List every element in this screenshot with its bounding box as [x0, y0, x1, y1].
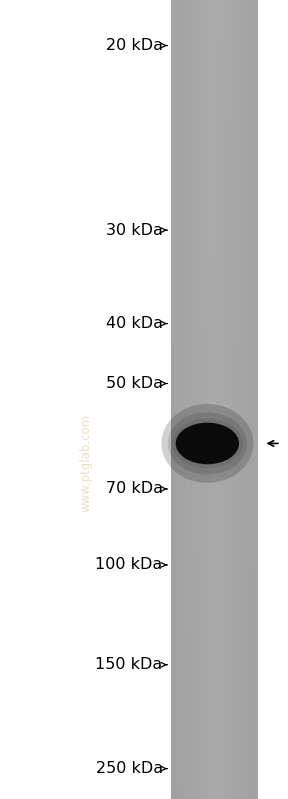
Text: 50 kDa: 50 kDa	[106, 376, 163, 391]
Ellipse shape	[168, 412, 247, 475]
Text: 70 kDa: 70 kDa	[106, 482, 163, 496]
Text: 100 kDa: 100 kDa	[95, 558, 163, 572]
Ellipse shape	[176, 423, 239, 464]
Text: 250 kDa: 250 kDa	[96, 761, 163, 776]
Text: 150 kDa: 150 kDa	[95, 658, 163, 672]
Ellipse shape	[161, 404, 253, 483]
Text: 40 kDa: 40 kDa	[106, 316, 163, 331]
Text: 30 kDa: 30 kDa	[106, 223, 163, 237]
Text: www.ptglab.com: www.ptglab.com	[80, 415, 93, 512]
Text: 20 kDa: 20 kDa	[106, 38, 163, 53]
Ellipse shape	[172, 419, 243, 468]
